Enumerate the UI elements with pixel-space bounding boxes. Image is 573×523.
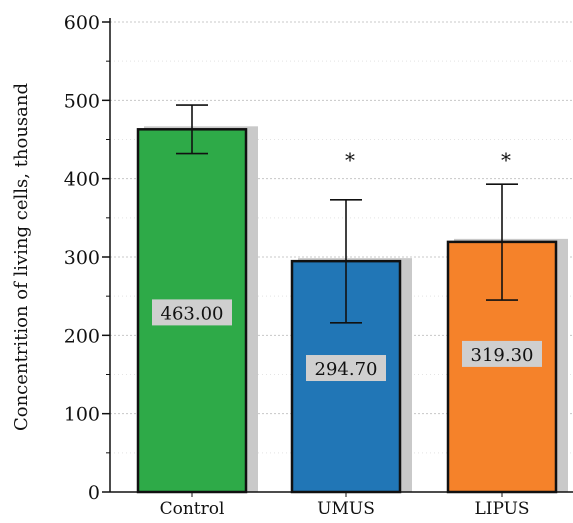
y-tick-label: 500 xyxy=(64,90,100,112)
y-tick-label: 200 xyxy=(64,325,100,347)
y-ticks: 0 100 200 300 400 500 600 xyxy=(64,12,110,504)
x-tick-label-umus: UMUS xyxy=(317,499,375,519)
y-tick-label: 600 xyxy=(64,12,100,34)
y-tick-label: 400 xyxy=(64,169,100,191)
x-tick-label-control: Control xyxy=(160,499,225,519)
data-label-box xyxy=(462,340,542,367)
data-label-box xyxy=(152,299,232,326)
significance-marker: * xyxy=(345,148,355,172)
significance-marker: * xyxy=(501,148,511,172)
y-axis-label: Concentrition of living cells, thousand xyxy=(11,83,32,431)
data-label-umus: 294.70 xyxy=(315,359,378,380)
y-tick-label: 100 xyxy=(64,404,100,426)
data-label-lipus: 319.30 xyxy=(471,345,534,366)
y-tick-label: 300 xyxy=(64,247,100,269)
y-tick-label: 0 xyxy=(88,482,100,504)
data-label-control: 463.00 xyxy=(161,303,224,324)
bars: 463.00 294.70 * 319.30 * xyxy=(136,104,568,494)
x-category-labels: Control UMUS LIPUS xyxy=(160,499,530,519)
data-label-box xyxy=(306,355,386,382)
x-tick-label-lipus: LIPUS xyxy=(474,499,529,519)
